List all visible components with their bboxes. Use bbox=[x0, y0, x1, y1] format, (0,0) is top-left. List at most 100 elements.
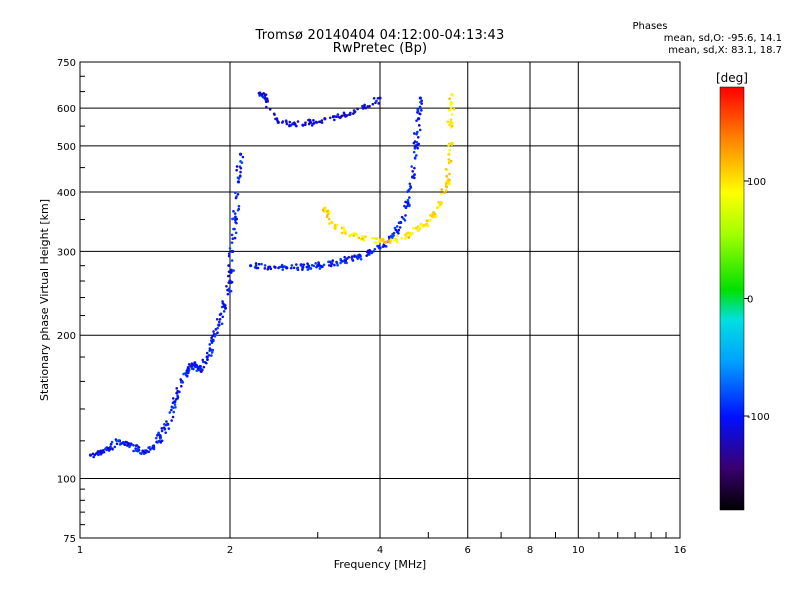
echo-point bbox=[165, 420, 168, 423]
colorbar bbox=[719, 86, 745, 511]
echo-point bbox=[233, 191, 237, 194]
echo-point bbox=[220, 322, 224, 326]
echo-point bbox=[339, 257, 342, 261]
echo-point bbox=[440, 201, 444, 205]
echo-point bbox=[370, 251, 374, 255]
echo-point bbox=[205, 361, 208, 365]
echo-point bbox=[405, 235, 408, 238]
echo-point bbox=[218, 320, 221, 324]
echo-point bbox=[295, 267, 299, 270]
echo-point bbox=[451, 93, 454, 97]
echo-point bbox=[186, 367, 190, 371]
echo-point bbox=[212, 330, 215, 333]
echo-point bbox=[335, 223, 339, 227]
echo-point bbox=[138, 451, 142, 455]
echo-point bbox=[447, 152, 451, 156]
echo-point bbox=[235, 168, 238, 172]
echo-point bbox=[416, 135, 420, 139]
echo-point bbox=[225, 284, 228, 288]
x-tick-label: 2 bbox=[227, 545, 233, 556]
echo-point bbox=[172, 410, 176, 414]
echo-point bbox=[121, 440, 125, 444]
echo-point bbox=[378, 96, 382, 100]
echo-point bbox=[398, 226, 402, 229]
echo-point bbox=[164, 423, 168, 427]
echo-point bbox=[285, 120, 288, 124]
echo-point bbox=[233, 212, 237, 215]
x-axis-label: Frequency [MHz] bbox=[334, 558, 426, 571]
echo-point bbox=[216, 331, 219, 335]
echo-point bbox=[327, 217, 331, 221]
echo-point bbox=[214, 333, 218, 336]
echo-point bbox=[400, 237, 403, 240]
y-tick-label: 400 bbox=[57, 188, 76, 199]
echo-point bbox=[227, 264, 231, 267]
echo-point bbox=[226, 274, 230, 278]
echo-point bbox=[234, 215, 237, 219]
echo-point bbox=[420, 109, 423, 112]
echo-point bbox=[221, 302, 225, 305]
echo-point bbox=[289, 266, 293, 270]
phases-legend-title: Phases bbox=[632, 21, 668, 32]
echo-point bbox=[268, 265, 272, 269]
echo-point bbox=[352, 234, 356, 237]
echo-point bbox=[228, 246, 232, 250]
echo-point bbox=[447, 143, 450, 147]
echo-point bbox=[333, 118, 336, 122]
echo-point bbox=[226, 292, 230, 296]
echo-point bbox=[335, 261, 339, 265]
echo-point bbox=[185, 371, 188, 375]
echo-point bbox=[347, 255, 351, 259]
echo-point bbox=[408, 187, 411, 191]
echo-point bbox=[348, 113, 351, 116]
echo-points bbox=[88, 91, 456, 459]
x-tick-label: 4 bbox=[377, 545, 383, 556]
echo-point bbox=[238, 175, 242, 178]
echo-point bbox=[265, 105, 268, 109]
echo-point bbox=[310, 263, 314, 267]
echo-point bbox=[215, 317, 219, 321]
echo-point bbox=[239, 170, 242, 174]
echo-point bbox=[276, 119, 279, 122]
echo-point bbox=[395, 234, 399, 237]
echo-point bbox=[387, 235, 391, 239]
echo-point bbox=[350, 255, 354, 258]
colorbar-tick-label: 0 bbox=[747, 295, 753, 306]
echo-point bbox=[185, 374, 189, 378]
echo-point bbox=[356, 257, 360, 260]
echo-point bbox=[369, 249, 372, 253]
echo-point bbox=[196, 367, 200, 371]
y-axis-label: Stationary phase Virtual Height [km] bbox=[38, 199, 51, 401]
echo-point bbox=[210, 354, 213, 357]
echo-point bbox=[306, 262, 309, 265]
echo-point bbox=[254, 262, 258, 265]
echo-point bbox=[406, 202, 410, 205]
echo-point bbox=[397, 221, 401, 225]
echo-point bbox=[254, 264, 258, 267]
echo-point bbox=[409, 184, 412, 188]
echo-point bbox=[230, 259, 234, 262]
echo-point bbox=[444, 182, 448, 186]
echo-point bbox=[172, 406, 175, 409]
echo-point bbox=[125, 444, 129, 447]
echo-point bbox=[429, 214, 432, 217]
echo-point bbox=[236, 180, 241, 184]
echo-point bbox=[372, 96, 376, 100]
echo-point bbox=[88, 453, 93, 457]
echo-point bbox=[189, 365, 192, 368]
echo-point bbox=[160, 439, 164, 443]
echo-point bbox=[307, 122, 311, 126]
echo-point bbox=[364, 235, 367, 238]
echo-point bbox=[141, 449, 145, 453]
echo-point bbox=[262, 92, 265, 95]
echo-point bbox=[314, 120, 318, 124]
echo-point bbox=[414, 226, 418, 230]
echo-point bbox=[448, 123, 451, 126]
echo-point bbox=[388, 241, 392, 245]
echo-point bbox=[291, 122, 294, 126]
echo-point bbox=[149, 448, 152, 451]
echo-point bbox=[352, 232, 355, 235]
echo-point bbox=[202, 360, 205, 364]
echo-point bbox=[371, 102, 375, 106]
echo-point bbox=[92, 455, 95, 459]
